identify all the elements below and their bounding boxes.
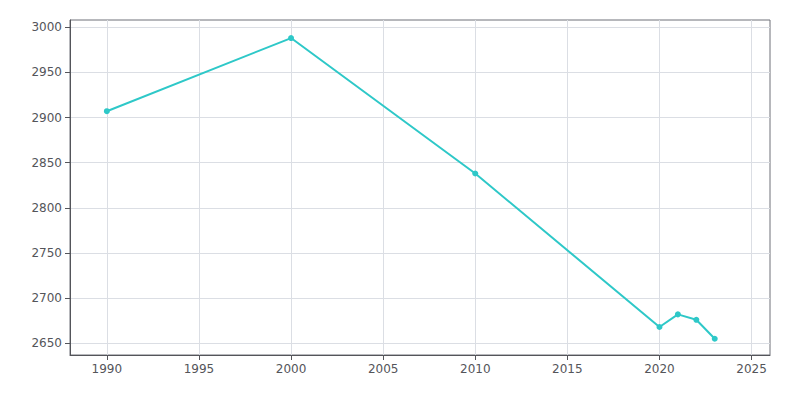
svg-text:2950: 2950 [31, 65, 62, 79]
svg-text:3000: 3000 [31, 20, 62, 34]
svg-text:2750: 2750 [31, 246, 62, 260]
svg-text:2005: 2005 [368, 362, 399, 376]
svg-text:2025: 2025 [736, 362, 767, 376]
svg-text:2000: 2000 [276, 362, 307, 376]
svg-text:2020: 2020 [644, 362, 675, 376]
svg-text:1995: 1995 [184, 362, 215, 376]
svg-text:1990: 1990 [92, 362, 123, 376]
svg-text:2650: 2650 [31, 336, 62, 350]
svg-text:2900: 2900 [31, 111, 62, 125]
svg-text:2010: 2010 [460, 362, 491, 376]
svg-text:2700: 2700 [31, 291, 62, 305]
svg-text:2850: 2850 [31, 156, 62, 170]
svg-text:2015: 2015 [552, 362, 583, 376]
svg-text:2800: 2800 [31, 201, 62, 215]
